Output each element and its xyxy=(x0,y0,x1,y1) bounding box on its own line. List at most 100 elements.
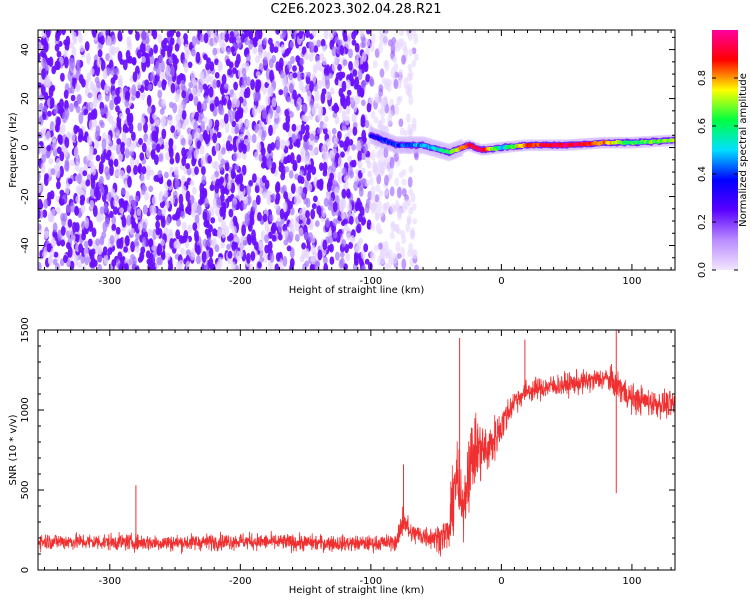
noise-speckle xyxy=(374,140,379,150)
noise-speckle xyxy=(243,104,248,114)
noise-speckle xyxy=(317,249,323,261)
noise-speckle xyxy=(298,79,304,92)
noise-speckle xyxy=(283,230,288,238)
noise-speckle xyxy=(329,172,335,181)
noise-speckle xyxy=(231,120,237,128)
x-tick-label: -100 xyxy=(360,576,383,587)
noise-speckle xyxy=(141,142,147,153)
noise-speckle xyxy=(341,80,347,92)
noise-speckle xyxy=(70,57,76,70)
noise-speckle xyxy=(201,251,207,263)
noise-speckle xyxy=(63,49,68,57)
noise-speckle xyxy=(282,223,288,233)
noise-speckle xyxy=(118,153,123,162)
noise-speckle xyxy=(151,141,157,150)
noise-speckle xyxy=(38,144,42,156)
noise-speckle xyxy=(287,130,293,138)
noise-speckle xyxy=(297,97,302,106)
noise-speckle xyxy=(284,109,290,117)
noise-speckle xyxy=(298,30,303,40)
noise-speckle xyxy=(235,174,241,185)
noise-speckle xyxy=(71,31,77,42)
noise-speckle xyxy=(38,115,44,126)
noise-speckle xyxy=(176,218,182,227)
noise-speckle xyxy=(323,140,329,153)
x-tick-label: 0 xyxy=(498,276,504,287)
noise-speckle xyxy=(358,212,363,223)
noise-speckle xyxy=(150,104,156,114)
noise-speckle xyxy=(341,110,347,121)
noise-speckle xyxy=(87,238,93,247)
noise-speckle xyxy=(136,49,142,59)
noise-speckle xyxy=(189,144,194,153)
noise-speckle xyxy=(389,186,395,197)
noise-speckle xyxy=(117,74,123,86)
noise-speckle xyxy=(202,83,208,91)
noise-speckle xyxy=(285,115,291,124)
noise-speckle xyxy=(173,166,179,176)
noise-speckle xyxy=(236,53,241,65)
noise-speckle xyxy=(229,220,234,230)
noise-speckle xyxy=(298,227,304,237)
noise-speckle xyxy=(233,81,239,91)
noise-speckle xyxy=(299,169,305,177)
noise-speckle xyxy=(111,259,117,268)
noise-speckle xyxy=(159,108,165,115)
noise-speckle xyxy=(297,174,303,184)
noise-speckle xyxy=(86,72,92,82)
noise-speckle xyxy=(72,221,77,234)
colorbar-tick-label: 0.0 xyxy=(697,262,708,278)
noise-speckle xyxy=(141,56,146,63)
noise-speckle xyxy=(60,239,66,247)
noise-speckle xyxy=(364,258,370,265)
noise-speckle xyxy=(311,203,317,210)
noise-speckle xyxy=(124,235,130,247)
noise-speckle xyxy=(280,44,286,54)
noise-speckle xyxy=(370,223,375,231)
noise-speckle xyxy=(253,91,258,102)
noise-speckle xyxy=(212,228,217,237)
noise-speckle xyxy=(288,169,294,179)
noise-speckle xyxy=(332,218,338,227)
noise-speckle xyxy=(205,219,210,229)
noise-speckle xyxy=(178,235,184,244)
noise-speckle xyxy=(352,69,358,77)
noise-speckle xyxy=(345,95,351,107)
noise-speckle xyxy=(78,74,84,85)
noise-speckle xyxy=(247,134,253,143)
noise-speckle xyxy=(255,71,261,78)
noise-speckle xyxy=(414,264,419,270)
noise-speckle xyxy=(236,37,242,49)
noise-speckle xyxy=(222,97,227,106)
noise-speckle xyxy=(374,93,380,104)
noise-speckle xyxy=(113,158,119,167)
noise-speckle xyxy=(177,109,183,116)
x-tick-label: -200 xyxy=(229,276,252,287)
noise-speckle xyxy=(117,50,123,62)
noise-speckle xyxy=(168,56,174,65)
noise-speckle xyxy=(280,139,286,151)
noise-speckle xyxy=(161,115,166,126)
noise-speckle xyxy=(225,140,231,152)
noise-speckle xyxy=(411,30,416,37)
noise-speckle xyxy=(368,97,374,105)
noise-speckle xyxy=(163,190,169,198)
noise-speckle xyxy=(240,126,246,133)
noise-speckle xyxy=(77,173,82,185)
noise-speckle xyxy=(238,142,244,153)
noise-speckle xyxy=(51,65,57,75)
noise-speckle xyxy=(354,42,360,53)
noise-speckle xyxy=(92,205,98,217)
noise-speckle xyxy=(342,30,348,39)
noise-speckle xyxy=(313,135,319,143)
noise-speckle xyxy=(38,82,42,90)
noise-speckle xyxy=(165,151,170,161)
noise-speckle xyxy=(289,111,295,119)
noise-speckle xyxy=(179,36,185,45)
noise-speckle xyxy=(194,230,199,240)
noise-speckle xyxy=(131,84,137,96)
noise-speckle xyxy=(73,253,79,266)
noise-speckle xyxy=(70,94,76,102)
noise-speckle xyxy=(228,61,234,69)
noise-speckle xyxy=(117,30,123,42)
